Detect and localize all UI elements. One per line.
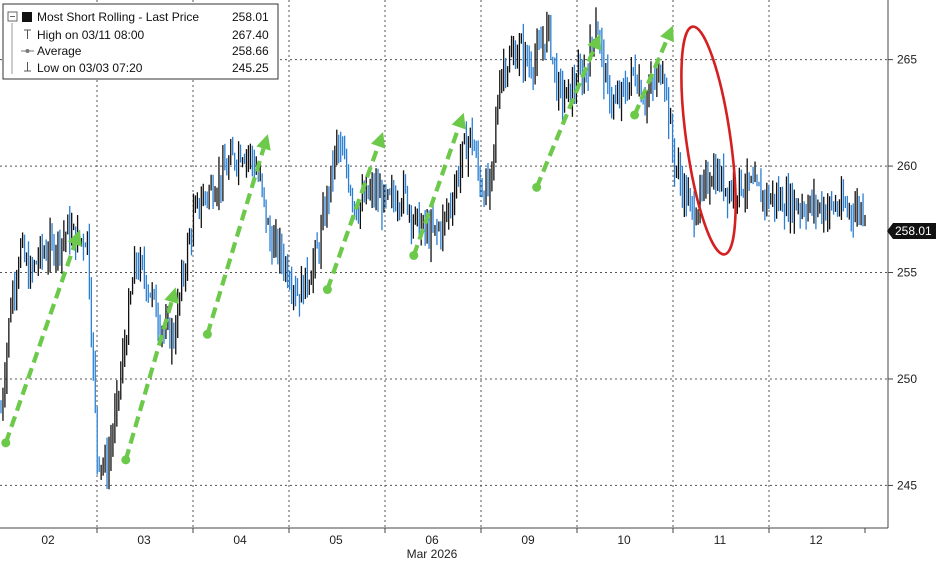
y-tick-label: 245 xyxy=(897,478,917,492)
trend-arrow xyxy=(411,126,461,257)
trend-arrow-start-dot xyxy=(322,285,332,295)
x-tick-label: 11 xyxy=(714,533,727,547)
legend-high-label: High on 03/11 08:00 xyxy=(37,28,145,42)
legend-last-price: 258.01 xyxy=(232,10,269,24)
y-tick-label: 260 xyxy=(897,159,917,173)
grid-layer xyxy=(0,0,888,528)
trend-arrow-start-dot xyxy=(630,110,640,120)
y-tick-label: 250 xyxy=(897,372,917,386)
x-axis-title: Mar 2026 xyxy=(407,547,458,561)
axis-layer: 245 250 255 260 265 02 03 04 05 06 09 10 11 12 xyxy=(0,0,917,547)
x-tick-label: 06 xyxy=(425,533,439,547)
legend-collapse-icon[interactable] xyxy=(7,11,18,22)
legend-box xyxy=(2,3,279,80)
y-tick-label: 265 xyxy=(897,53,917,67)
trend-arrow-head xyxy=(660,25,674,43)
trend-arrow-head xyxy=(451,112,466,130)
trend-arrow-start-dot xyxy=(409,250,419,260)
x-tick-label: 03 xyxy=(137,533,151,547)
legend-low-label: Low on 03/03 07:20 xyxy=(37,61,143,75)
trend-arrow xyxy=(632,38,670,116)
trend-arrow xyxy=(325,145,381,291)
trend-arrow xyxy=(123,301,174,461)
legend-swatch-icon xyxy=(22,12,32,22)
trend-arrow-start-dot xyxy=(121,455,131,465)
trend-arrow xyxy=(3,243,77,444)
legend: Most Short Rolling - Last Price 258.01 H… xyxy=(2,3,279,80)
trend-arrow-head xyxy=(164,287,179,304)
price-tag-value: 258.01 xyxy=(895,224,932,238)
legend-average-value: 258.66 xyxy=(232,44,269,58)
trend-arrow-start-dot xyxy=(202,329,212,339)
annotation-layer xyxy=(1,25,737,465)
trend-arrow-start-dot xyxy=(532,182,542,192)
price-tag-shape xyxy=(887,223,936,239)
x-tick-label: 09 xyxy=(521,533,535,547)
trend-arrow-start-dot xyxy=(1,438,11,448)
trend-arrow-head xyxy=(67,229,82,247)
legend-title: Most Short Rolling - Last Price xyxy=(37,10,199,24)
x-tick-label: 04 xyxy=(233,533,247,547)
trend-arrow-head xyxy=(371,132,386,149)
last-price-tag: 258.01 xyxy=(887,223,936,239)
trend-arrow-head xyxy=(256,134,271,151)
x-tick-label: 10 xyxy=(617,533,631,547)
y-tick-label: 255 xyxy=(897,266,917,280)
x-tick-label: 02 xyxy=(41,533,55,547)
x-tick-label: 05 xyxy=(329,533,343,547)
highlight-ellipse xyxy=(680,25,737,256)
legend-low-value: 245.25 xyxy=(232,61,269,75)
trend-arrow-head xyxy=(587,34,602,51)
legend-high-value: 267.40 xyxy=(232,28,269,42)
trend-arrow xyxy=(534,47,597,189)
trend-arrow xyxy=(205,147,266,335)
legend-average-label: Average xyxy=(37,44,82,58)
x-tick-label: 12 xyxy=(809,533,823,547)
